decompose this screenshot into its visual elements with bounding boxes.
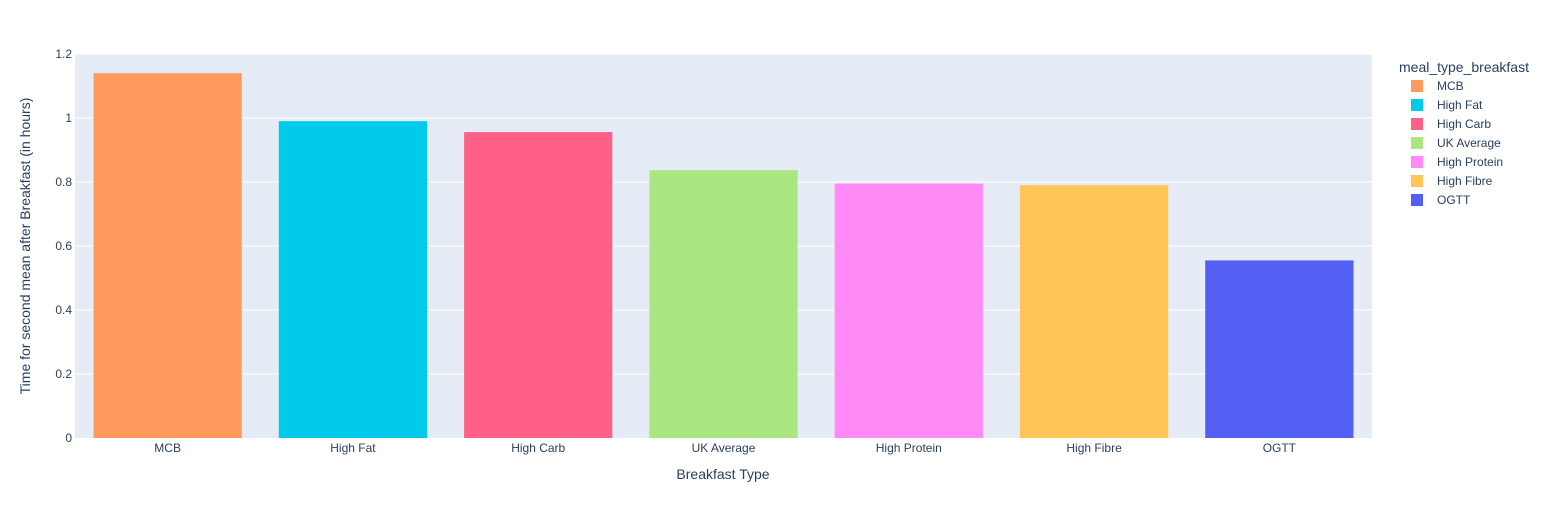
legend: meal_type_breakfast MCB High Fat High Carb… (1399, 59, 1529, 207)
legend-swatch[interactable] (1411, 80, 1423, 92)
x-tick-label: MCB (154, 441, 181, 455)
bar[interactable] (649, 170, 798, 438)
legend-swatch[interactable] (1411, 175, 1423, 187)
legend-label[interactable]: UK Average (1437, 136, 1501, 150)
legend-label[interactable]: High Fat (1437, 98, 1483, 112)
y-axis-title: Time for second mean after Breakfast (in… (17, 98, 33, 395)
y-axis-ticks: 0 0.2 0.4 0.6 0.8 1 1.2 (55, 47, 72, 445)
y-tick-label: 0.4 (55, 303, 72, 317)
legend-label[interactable]: High Carb (1437, 117, 1491, 131)
x-tick-label: High Protein (876, 441, 942, 455)
y-tick-label: 1.2 (55, 47, 72, 61)
legend-label[interactable]: OGTT (1437, 193, 1471, 207)
y-tick-label: 0 (65, 431, 72, 445)
y-tick-label: 0.2 (55, 367, 72, 381)
x-axis-ticks: MCB High Fat High Carb UK Average High Prote… (154, 441, 1296, 455)
x-tick-label: High Fat (330, 441, 376, 455)
legend-swatch[interactable] (1411, 194, 1423, 206)
y-tick-label: 0.6 (55, 239, 72, 253)
bar[interactable] (1205, 260, 1354, 438)
legend-swatch[interactable] (1411, 99, 1423, 111)
legend-swatch[interactable] (1411, 156, 1423, 168)
bar[interactable] (464, 132, 613, 438)
legend-label[interactable]: High Fibre (1437, 174, 1493, 188)
x-tick-label: High Fibre (1066, 441, 1122, 455)
legend-swatch[interactable] (1411, 118, 1423, 130)
bar[interactable] (278, 121, 428, 438)
y-tick-label: 1 (65, 111, 72, 125)
legend-label[interactable]: High Protein (1437, 155, 1503, 169)
legend-swatch[interactable] (1411, 137, 1423, 149)
bar[interactable] (834, 183, 983, 438)
legend-title: meal_type_breakfast (1399, 59, 1529, 75)
x-axis-title: Breakfast Type (676, 466, 769, 482)
legend-label[interactable]: MCB (1437, 79, 1464, 93)
bars (93, 73, 1354, 438)
bar[interactable] (93, 73, 242, 438)
bar[interactable] (1019, 185, 1169, 438)
x-tick-label: High Carb (511, 441, 565, 455)
y-tick-label: 0.8 (55, 175, 72, 189)
x-tick-label: OGTT (1263, 441, 1297, 455)
x-tick-label: UK Average (692, 441, 756, 455)
